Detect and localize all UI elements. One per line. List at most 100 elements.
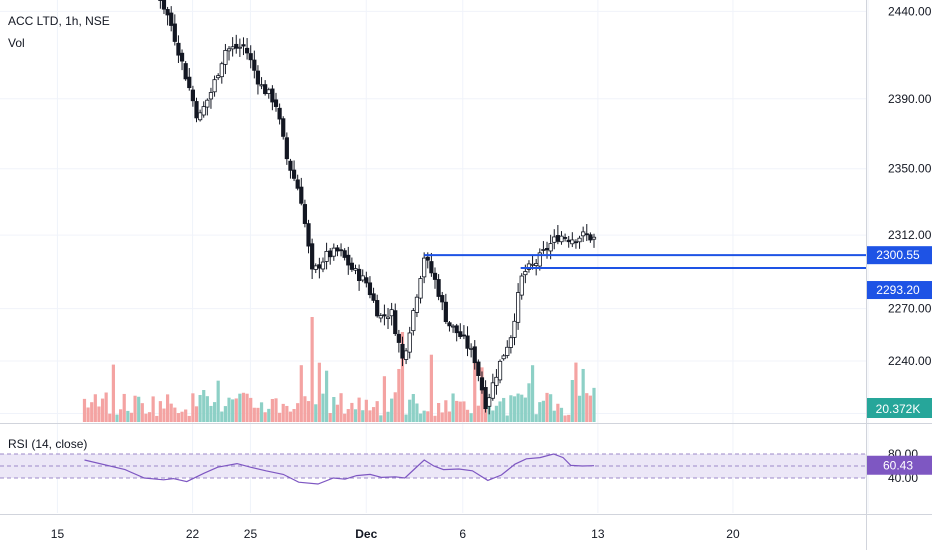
- volume-bar: [418, 413, 423, 422]
- candle-body: [259, 84, 264, 87]
- volume-bar: [259, 402, 264, 422]
- volume-bar: [187, 415, 191, 422]
- volume-bar: [346, 409, 350, 422]
- volume-bar: [520, 394, 524, 422]
- volume-bar: [455, 400, 459, 422]
- candle-body: [263, 84, 268, 95]
- candle-body: [523, 271, 528, 276]
- volume-legend[interactable]: Vol: [8, 36, 25, 50]
- candle-body: [198, 112, 203, 121]
- volume-bar: [498, 401, 502, 422]
- volume-bar: [491, 410, 495, 422]
- time-tick-label: 15: [51, 527, 65, 541]
- candle-body: [530, 263, 535, 266]
- volume-bar: [371, 407, 376, 422]
- candle-body: [219, 63, 224, 78]
- volume-bar: [332, 397, 336, 422]
- candle-body: [353, 268, 358, 271]
- volume-bar: [100, 398, 105, 422]
- rsi-last-tag: [867, 455, 932, 475]
- candle-body: [364, 277, 369, 284]
- volume-bar: [140, 403, 144, 422]
- volume-bar: [296, 403, 300, 422]
- last-volume-tag: [867, 398, 932, 418]
- volume-bar: [462, 401, 466, 422]
- volume-bar: [429, 354, 433, 422]
- candle-body: [494, 376, 499, 386]
- volume-bar: [82, 398, 87, 422]
- volume-bar: [220, 411, 224, 422]
- volume-bar: [357, 397, 361, 422]
- candle-body: [382, 314, 387, 317]
- candle-body: [335, 247, 340, 252]
- candle-body: [270, 88, 275, 103]
- candle-body: [216, 75, 221, 79]
- symbol-legend[interactable]: ACC LTD, 1h, NSE: [8, 14, 110, 28]
- volume-bar: [574, 362, 578, 422]
- candle-body: [158, 0, 163, 1]
- volume-bar: [119, 409, 123, 422]
- volume-bar: [184, 409, 188, 422]
- candle-body: [328, 250, 333, 258]
- volume-bar: [502, 397, 506, 422]
- price-tick-label: 2240.00: [888, 354, 932, 368]
- volume-bar: [458, 401, 462, 422]
- volume-bar: [375, 401, 379, 422]
- volume-bar: [530, 365, 535, 422]
- volume-bar: [361, 410, 365, 422]
- volume-bar: [538, 402, 542, 422]
- volume-bar: [317, 362, 321, 422]
- candle-body: [324, 250, 329, 262]
- volume-bar: [556, 403, 560, 422]
- candle-body: [252, 59, 257, 71]
- candle-body: [541, 249, 546, 251]
- volume-bar: [577, 395, 582, 422]
- volume-bar: [212, 402, 217, 422]
- candle-body: [331, 247, 336, 257]
- rsi-last-tag-label: 60.43: [883, 459, 913, 473]
- candle-body: [519, 275, 524, 296]
- candle-body: [403, 350, 409, 360]
- volume-bar: [437, 402, 441, 422]
- volume-bar: [216, 380, 220, 422]
- candle-body: [385, 316, 391, 319]
- volume-bar: [549, 394, 553, 422]
- candle-body: [526, 263, 532, 270]
- last-volume-tag-label: 20.372K: [876, 402, 921, 416]
- volume-bar: [180, 411, 184, 422]
- rsi-legend[interactable]: RSI (14, close): [8, 437, 88, 451]
- candle-body: [479, 377, 485, 391]
- volume-bar: [494, 405, 499, 422]
- candle-body: [194, 101, 199, 119]
- candle-body: [176, 42, 181, 56]
- candle-body: [169, 12, 174, 26]
- candle-body: [501, 355, 506, 360]
- time-tick-label: 22: [186, 527, 200, 541]
- volume-bar: [570, 379, 574, 422]
- volume-bar: [552, 410, 556, 422]
- candle-body: [357, 268, 362, 282]
- candle-body: [534, 263, 539, 266]
- volume-bar: [306, 401, 311, 422]
- volume-bar: [129, 412, 134, 422]
- volume-bar: [411, 394, 415, 422]
- volume-bar: [133, 395, 137, 422]
- candle-body: [422, 257, 427, 278]
- candle-body: [320, 261, 326, 270]
- candle-body: [288, 160, 293, 171]
- volume-bar: [505, 415, 509, 422]
- volume-bar: [281, 403, 285, 422]
- volume-bar: [328, 413, 332, 422]
- volume-bar: [169, 403, 173, 422]
- volume-bar: [390, 398, 394, 422]
- candle-body: [342, 250, 347, 258]
- volume-bar: [343, 413, 347, 422]
- candle-body: [230, 46, 235, 50]
- volume-bar: [397, 368, 401, 422]
- level-price-tag-label: 2300.55: [876, 248, 920, 262]
- volume-bar: [433, 415, 437, 422]
- volume-bar: [165, 394, 170, 422]
- volume-bar: [527, 383, 531, 422]
